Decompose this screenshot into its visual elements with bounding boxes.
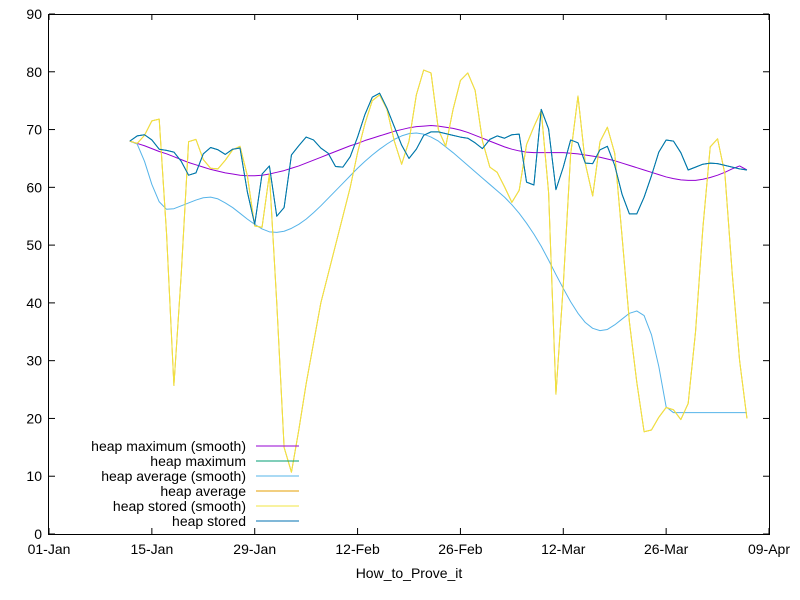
x-tick-label: 15-Jan: [130, 541, 173, 557]
x-axis: 01-Jan 15-Jan 29-Jan 12-Feb 26-Feb 12-Mar 26-M…: [28, 14, 790, 557]
y-tick-label: 70: [26, 122, 42, 138]
x-tick-label: 09-Apr: [748, 541, 790, 557]
legend-label: heap stored: [172, 513, 246, 529]
series-line-heap-stored: [129, 92, 748, 225]
legend-label: heap maximum: [150, 453, 246, 469]
y-tick-label: 90: [26, 6, 42, 22]
x-tick-label: 01-Jan: [28, 541, 71, 557]
x-tick-label: 12-Mar: [541, 541, 586, 557]
y-tick-label: 60: [26, 179, 42, 195]
legend-label: heap average (smooth): [101, 468, 246, 484]
y-tick-label: 20: [26, 410, 42, 426]
legend-label: heap average: [160, 483, 246, 499]
y-tick-label: 40: [26, 295, 42, 311]
y-axis: 0 10 20 30 40 50 60 70 80 90: [26, 6, 769, 542]
y-tick-label: 30: [26, 353, 42, 369]
x-tick-label: 26-Mar: [644, 541, 689, 557]
series-layer: [129, 69, 748, 473]
y-tick-label: 50: [26, 237, 42, 253]
series-line-heap-average-smooth-: [129, 132, 747, 414]
x-tick-label: 26-Feb: [438, 541, 483, 557]
legend-label: heap maximum (smooth): [91, 438, 246, 454]
y-tick-label: 0: [34, 526, 42, 542]
x-axis-title: How_to_Prove_it: [356, 565, 463, 581]
legend-label: heap stored (smooth): [113, 498, 246, 514]
y-tick-label: 80: [26, 64, 42, 80]
series-line-heap-maximum: [129, 92, 748, 225]
series-line-heap-stored-smooth-: [129, 69, 748, 473]
x-tick-label: 12-Feb: [335, 541, 380, 557]
plot-frame: [48, 14, 770, 535]
y-tick-label: 10: [26, 468, 42, 484]
x-tick-label: 29-Jan: [233, 541, 276, 557]
